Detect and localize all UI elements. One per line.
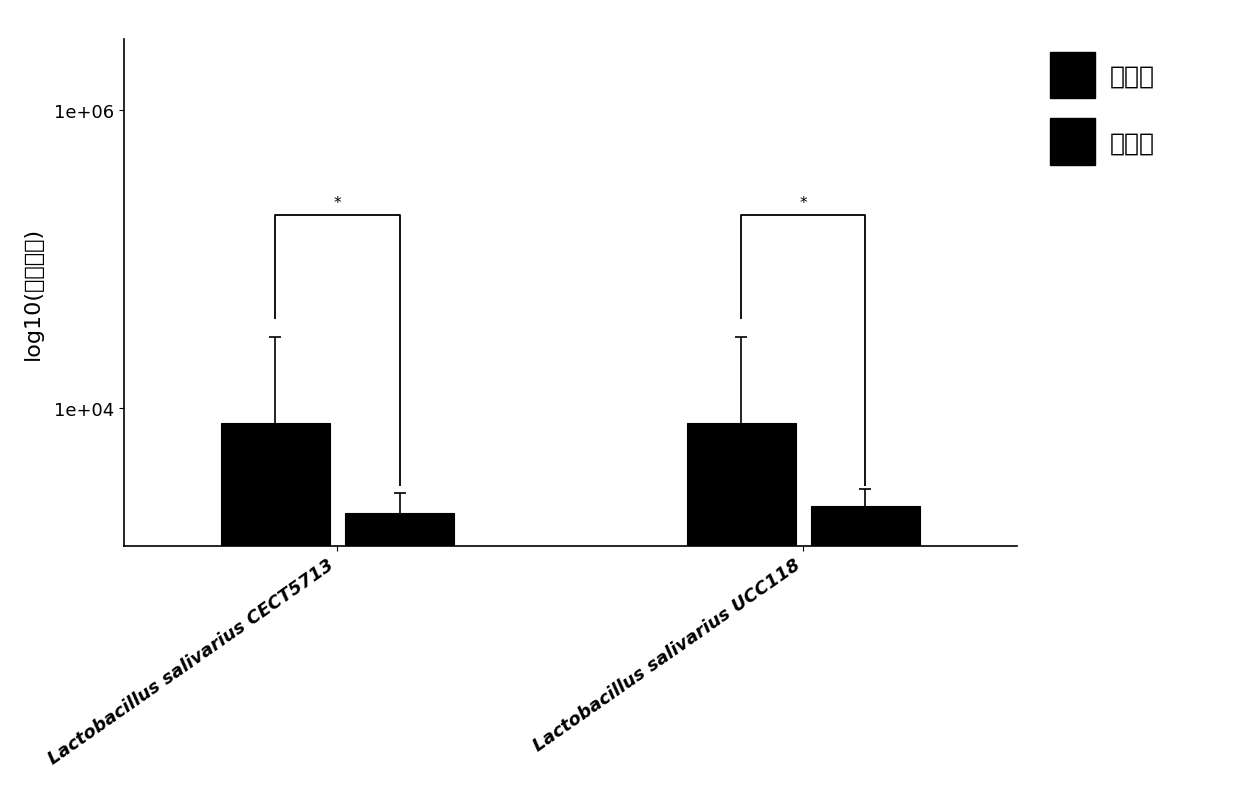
Bar [345, 513, 454, 803]
Text: *: * [334, 195, 341, 210]
Bar [221, 423, 330, 803]
Bar [687, 423, 796, 803]
Legend: 正常组, 疾病组: 正常组, 疾病组 [1040, 43, 1166, 176]
Text: *: * [800, 195, 807, 210]
Bar [811, 507, 920, 803]
Y-axis label: log10(相关丰度): log10(相关丰度) [22, 226, 43, 360]
